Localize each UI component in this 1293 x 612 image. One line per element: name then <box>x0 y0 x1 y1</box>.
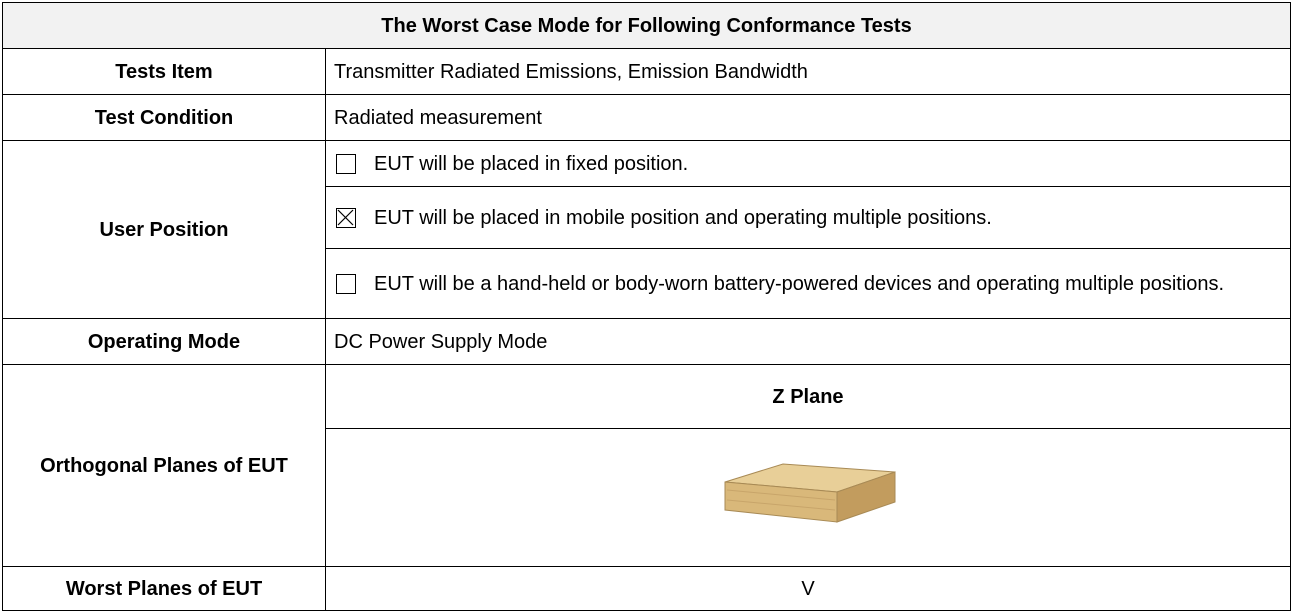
row-label: Orthogonal Planes of EUT <box>3 365 326 567</box>
row-label: User Position <box>3 141 326 319</box>
image-cell <box>326 429 1291 567</box>
row-label: Operating Mode <box>3 319 326 365</box>
plane-header: Z Plane <box>326 365 1291 429</box>
check-mark <box>337 209 354 226</box>
row: User Position EUT will be placed in fixe… <box>3 141 1291 187</box>
row: Tests Item Transmitter Radiated Emission… <box>3 49 1291 95</box>
row-value: Radiated measurement <box>326 95 1291 141</box>
row: Orthogonal Planes of EUT Z Plane <box>3 365 1291 429</box>
option-cell: EUT will be placed in mobile position an… <box>326 187 1291 249</box>
row-value: DC Power Supply Mode <box>326 319 1291 365</box>
option-text: EUT will be placed in fixed position. <box>374 152 688 176</box>
option: EUT will be placed in fixed position. <box>334 152 1282 176</box>
row-label: Test Condition <box>3 95 326 141</box>
row: Operating Mode DC Power Supply Mode <box>3 319 1291 365</box>
row: Worst Planes of EUT V <box>3 567 1291 611</box>
checkbox <box>336 208 356 228</box>
checkbox <box>336 274 356 294</box>
option-text: EUT will be placed in mobile position an… <box>374 206 992 230</box>
page: The Worst Case Mode for Following Confor… <box>0 0 1293 612</box>
row-label: Worst Planes of EUT <box>3 567 326 611</box>
row: Test Condition Radiated measurement <box>3 95 1291 141</box>
option-text: EUT will be a hand-held or body-worn bat… <box>374 272 1224 296</box>
option-cell: EUT will be placed in fixed position. <box>326 141 1291 187</box>
worst-case-table: The Worst Case Mode for Following Confor… <box>2 2 1291 611</box>
row-value: V <box>326 567 1291 611</box>
checkbox <box>336 154 356 174</box>
row-label: Tests Item <box>3 49 326 95</box>
option: EUT will be a hand-held or body-worn bat… <box>334 272 1282 296</box>
row-value: Transmitter Radiated Emissions, Emission… <box>326 49 1291 95</box>
option-cell: EUT will be a hand-held or body-worn bat… <box>326 249 1291 319</box>
table-title: The Worst Case Mode for Following Confor… <box>3 3 1291 49</box>
title-row: The Worst Case Mode for Following Confor… <box>3 3 1291 49</box>
eut-image <box>713 460 903 530</box>
option: EUT will be placed in mobile position an… <box>334 206 1282 230</box>
